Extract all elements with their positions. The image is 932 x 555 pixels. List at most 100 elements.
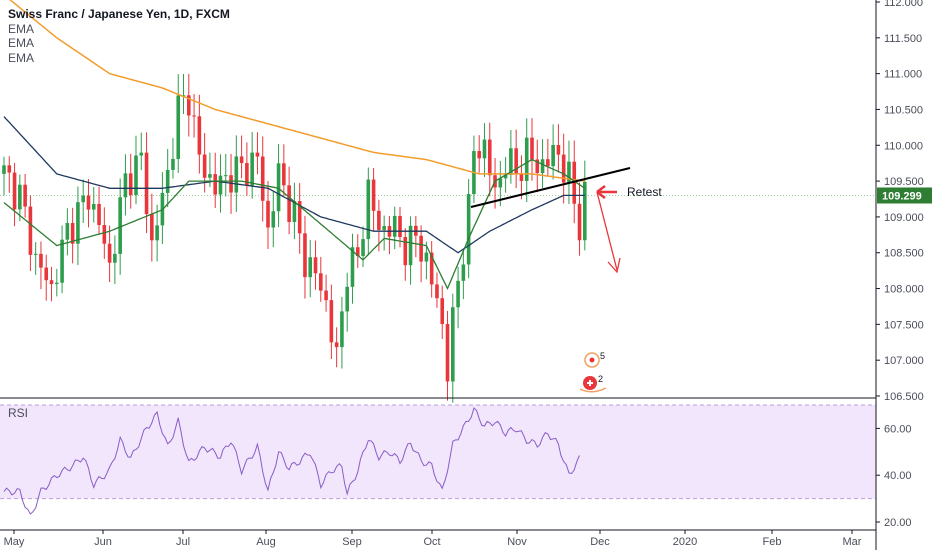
candle-body — [377, 210, 381, 230]
last-price-label: 109.299 — [882, 190, 922, 202]
candle-body — [81, 195, 85, 203]
candle-body — [197, 116, 202, 155]
candle-body — [49, 280, 54, 285]
candle-body — [171, 158, 175, 170]
rsi-pane — [0, 404, 876, 515]
candle-body — [392, 215, 397, 237]
candle-body — [577, 203, 582, 241]
ema-short-line — [3, 158, 586, 291]
candle-body — [12, 172, 17, 210]
candle-body — [223, 175, 228, 177]
x-tick-label: Dec — [590, 536, 610, 548]
candle-body — [33, 253, 38, 255]
candle-body — [39, 253, 43, 268]
event-count: 2 — [598, 374, 603, 384]
candle-body — [86, 195, 91, 210]
rsi-tick-label: 40.00 — [884, 470, 912, 482]
candle-body — [530, 137, 534, 160]
candle-body — [70, 223, 75, 244]
candle-body — [561, 154, 566, 183]
ema-layer — [3, 0, 586, 291]
candle-body — [28, 206, 33, 255]
candle-body — [107, 243, 112, 263]
rsi-tick-label: 20.00 — [884, 517, 912, 529]
rsi-band — [0, 405, 876, 499]
trendline — [470, 167, 631, 208]
candle-body — [355, 247, 360, 256]
candle-body — [202, 154, 207, 178]
x-tick-label: Nov — [507, 536, 527, 548]
candle-body — [245, 163, 249, 186]
candle-body — [324, 290, 328, 301]
candle-body — [583, 181, 587, 241]
indicator-ema-2[interactable]: EMA — [8, 36, 35, 50]
down-arrow — [596, 191, 621, 274]
candle-body — [271, 211, 276, 228]
candle-body — [234, 156, 239, 193]
x-tick-label: May — [4, 536, 25, 548]
candle-body — [482, 139, 487, 159]
swiss-cross-icon — [587, 380, 593, 386]
candle-body — [287, 185, 291, 223]
x-tick-label: Jun — [94, 536, 112, 548]
candle-body — [350, 247, 355, 287]
candle-body — [292, 201, 297, 223]
y-tick-label: 107.000 — [884, 355, 924, 367]
candle-body — [456, 280, 460, 308]
event-count: 5 — [600, 351, 605, 361]
x-tick-label: Oct — [423, 536, 440, 548]
candle-body — [239, 156, 244, 164]
candle-body — [113, 253, 117, 263]
rsi-pane-label[interactable]: RSI — [8, 406, 29, 420]
candle-body — [498, 178, 503, 188]
indicator-ema-1[interactable]: EMA — [8, 21, 35, 36]
candle-body — [260, 156, 265, 201]
y-tick-label: 108.500 — [884, 248, 924, 260]
y-tick-label: 111.500 — [884, 33, 922, 45]
candle-body — [176, 95, 181, 159]
ema-mid-line — [3, 116, 585, 254]
candle-body — [440, 298, 445, 324]
x-tick-label: Sep — [342, 536, 362, 548]
x-tick-label: Feb — [763, 536, 782, 548]
y-tick-label: 108.000 — [884, 284, 924, 296]
candle-body — [208, 174, 212, 178]
candle-body — [461, 264, 466, 281]
candle-body — [361, 239, 365, 256]
candle-body — [567, 161, 571, 183]
candle-body — [329, 300, 334, 343]
candle-body — [382, 226, 386, 230]
candle-body — [139, 152, 144, 156]
candle-body — [250, 152, 254, 186]
y-tick-label: 110.500 — [884, 104, 923, 116]
candle-body — [102, 225, 107, 244]
candle-body — [282, 163, 286, 186]
candle-body — [403, 236, 408, 266]
candle-body — [192, 115, 196, 117]
candle-body — [91, 204, 96, 210]
candle-body — [451, 307, 455, 382]
candle-body — [150, 214, 154, 241]
candle-body — [218, 175, 223, 195]
candle-body — [118, 197, 122, 254]
candle-body — [181, 95, 186, 97]
candle-body — [76, 202, 80, 244]
candle-body — [7, 165, 12, 173]
y-tick-label: 112.000 — [884, 0, 923, 9]
candle-body — [255, 152, 260, 157]
event-underline — [579, 387, 607, 393]
retest-arrow-icon — [596, 185, 617, 199]
indicator-ema-3[interactable]: EMA — [8, 50, 35, 65]
candle-body — [55, 282, 59, 285]
candle-body — [540, 159, 545, 174]
x-tick-label: Jul — [176, 536, 190, 548]
candle-body — [18, 184, 22, 210]
event-dot-icon — [589, 357, 595, 363]
candle-body — [429, 252, 434, 285]
candle-body — [276, 163, 281, 212]
candle-body — [435, 284, 439, 299]
x-tick-label: Mar — [843, 536, 862, 548]
candle-body — [334, 342, 339, 348]
